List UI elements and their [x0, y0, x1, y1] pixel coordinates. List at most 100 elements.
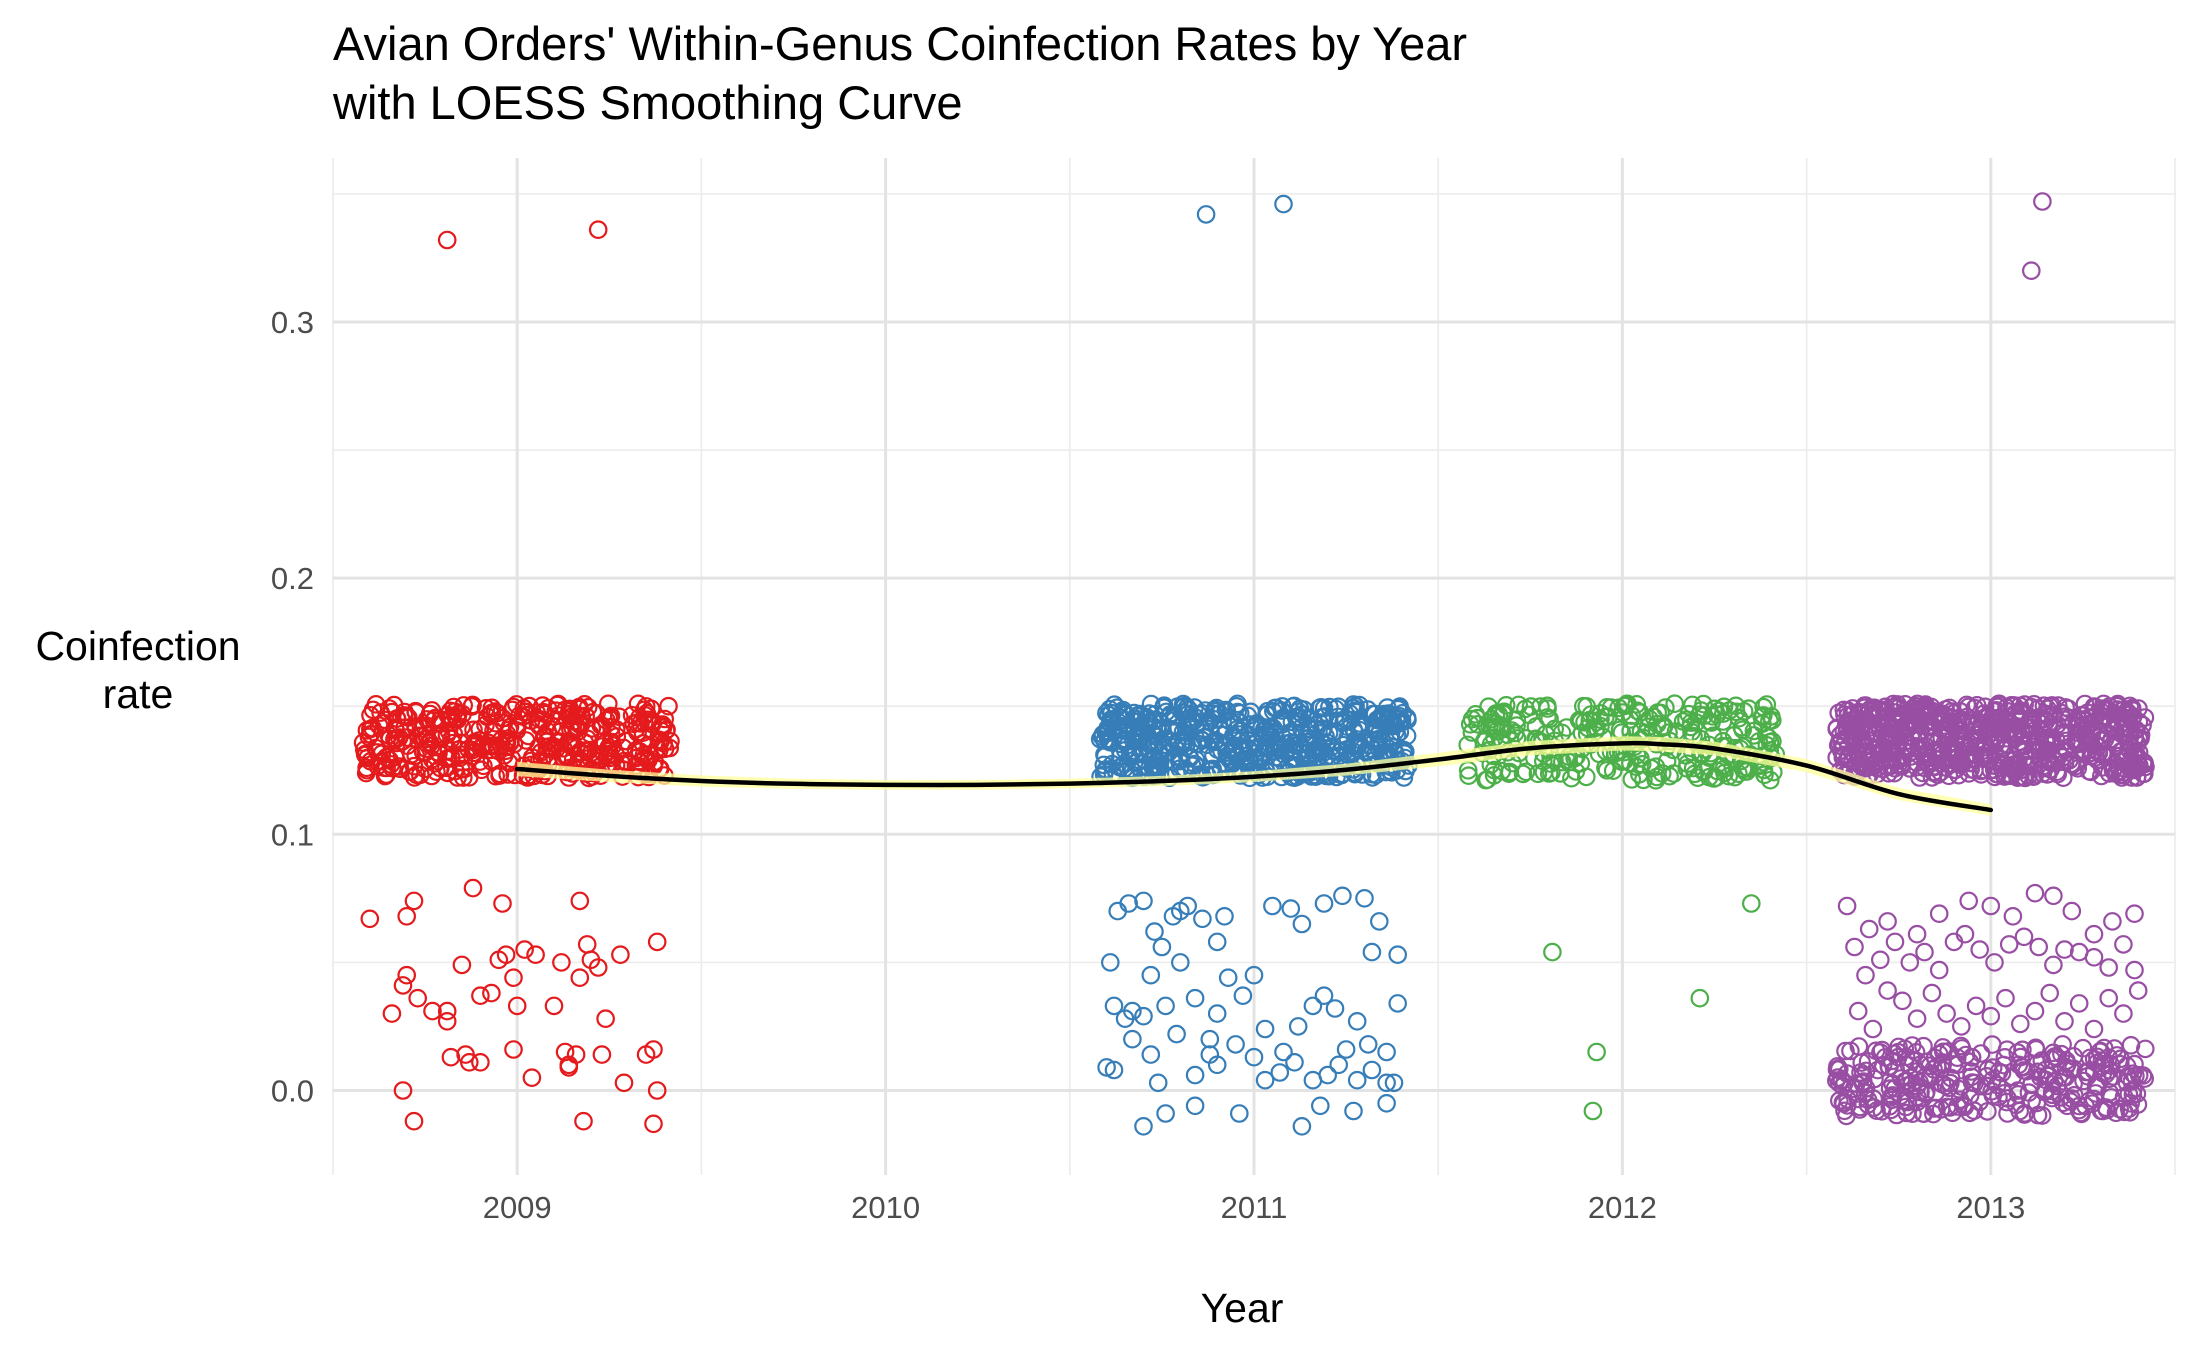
data-point	[2092, 766, 2111, 786]
data-point	[1519, 705, 1539, 725]
data-point	[2103, 912, 2122, 931]
data-point	[1841, 1041, 1860, 1061]
data-point	[1333, 886, 1352, 906]
data-point	[1362, 1060, 1382, 1080]
data-point	[437, 230, 457, 250]
data-point	[1708, 761, 1727, 781]
data-point	[430, 726, 450, 746]
data-point	[1997, 1040, 2017, 1059]
data-point	[1939, 1078, 1959, 1098]
data-point	[407, 765, 426, 785]
data-point	[2128, 1095, 2148, 1114]
data-point	[2044, 955, 2063, 975]
data-point	[1850, 737, 1869, 757]
data-point	[1591, 710, 1610, 729]
data-point	[1196, 205, 1216, 224]
data-point	[2008, 1085, 2028, 1104]
data-point	[1829, 733, 1849, 752]
chart-title: Avian Orders' Within-Genus Coinfection R…	[333, 17, 1467, 70]
data-point	[1113, 732, 1133, 751]
data-point	[1919, 748, 1939, 768]
data-point	[1123, 1029, 1142, 1049]
data-point	[1901, 1068, 1920, 1088]
data-point	[482, 983, 501, 1003]
data-point	[1734, 701, 1754, 721]
data-point	[2112, 720, 2132, 739]
data-point	[1877, 724, 1896, 744]
data-point	[361, 724, 380, 744]
data-point	[2125, 960, 2144, 980]
data-point	[561, 720, 580, 739]
data-point	[2106, 1103, 2126, 1123]
data-point	[1316, 727, 1335, 746]
data-point	[1597, 760, 1617, 780]
data-point	[1134, 891, 1153, 911]
data-point	[1609, 698, 1628, 718]
data-point	[1835, 1101, 1854, 1121]
data-point	[1837, 896, 1857, 916]
data-point	[588, 958, 608, 977]
data-point	[510, 706, 529, 725]
data-point	[1981, 896, 2001, 916]
data-point	[1856, 965, 1875, 985]
data-point	[1542, 763, 1561, 782]
data-point	[504, 968, 523, 987]
data-point	[2022, 1074, 2042, 1094]
data-point	[2039, 764, 2058, 784]
data-point	[1344, 695, 1363, 714]
data-point	[1352, 717, 1371, 736]
data-point	[494, 746, 514, 765]
data-point	[614, 1073, 634, 1093]
data-point	[463, 878, 483, 898]
data-point	[485, 702, 505, 721]
data-point	[2086, 697, 2106, 717]
data-point	[1205, 700, 1224, 719]
data-point	[2069, 1100, 2089, 1120]
data-point	[1156, 996, 1175, 1016]
data-point	[2032, 747, 2051, 767]
data-point	[382, 1004, 402, 1023]
data-point	[1929, 741, 1949, 761]
data-point	[1836, 1041, 1855, 1061]
data-point	[1725, 767, 1745, 787]
data-point	[1754, 706, 1773, 725]
data-point	[1338, 728, 1357, 748]
data-point	[1838, 1090, 1857, 1109]
data-point	[1891, 709, 1910, 728]
data-point	[1603, 761, 1623, 780]
data-point	[1207, 1004, 1227, 1023]
data-point	[1115, 704, 1134, 724]
data-point	[1955, 924, 1975, 944]
data-point	[2040, 983, 2059, 1003]
data-point	[1388, 945, 1407, 964]
data-point	[1193, 909, 1212, 929]
data-point	[1908, 694, 1927, 714]
data-point	[570, 968, 590, 987]
data-point	[1936, 1076, 1956, 1096]
data-point	[1922, 983, 1942, 1003]
data-point	[1996, 988, 2015, 1008]
data-point	[1180, 749, 1200, 768]
data-point	[2044, 1072, 2064, 1091]
data-point	[1137, 708, 1157, 727]
data-point	[427, 762, 446, 781]
data-point	[1975, 697, 1995, 717]
data-point	[2128, 759, 2147, 778]
data-point	[484, 721, 503, 740]
data-point	[2105, 1039, 2124, 1058]
x-tick-label: 2009	[483, 1190, 552, 1225]
data-point	[387, 709, 407, 728]
data-point	[1984, 760, 2004, 779]
data-point	[1157, 702, 1176, 722]
data-point	[1889, 698, 1908, 718]
data-point	[1987, 1075, 2007, 1095]
data-point	[560, 701, 580, 721]
data-point	[416, 742, 435, 762]
data-point	[1347, 1011, 1367, 1031]
data-point	[1123, 743, 1142, 762]
data-point	[1929, 960, 1949, 980]
data-point	[1134, 1006, 1153, 1026]
data-point	[1218, 968, 1238, 987]
data-point	[644, 1114, 663, 1134]
data-point	[1098, 718, 1118, 738]
